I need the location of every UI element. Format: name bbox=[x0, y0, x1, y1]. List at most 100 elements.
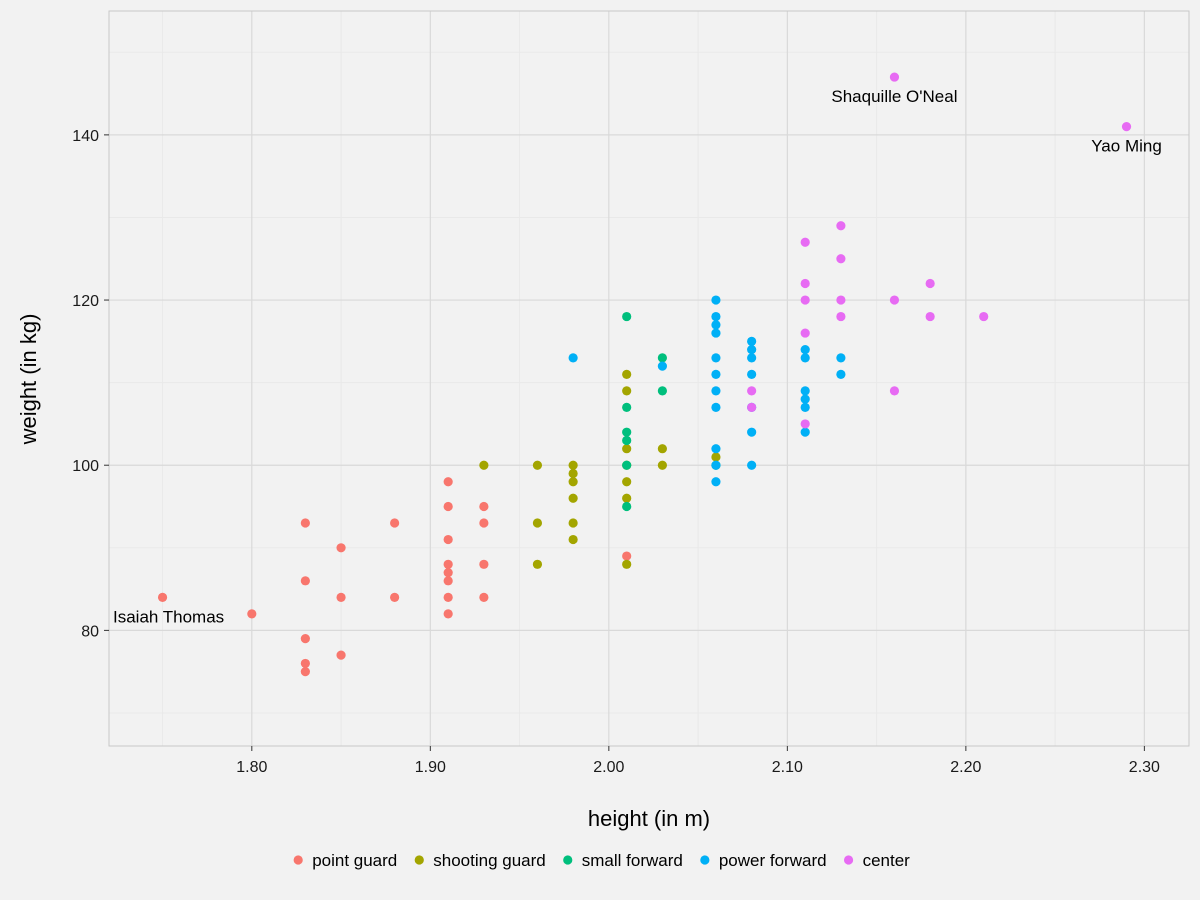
data-point bbox=[889, 72, 900, 82]
data-point bbox=[800, 328, 810, 338]
data-point bbox=[657, 386, 667, 396]
data-point bbox=[711, 328, 721, 338]
data-point bbox=[925, 278, 935, 289]
data-point bbox=[711, 353, 721, 363]
legend-key bbox=[700, 855, 710, 865]
data-point bbox=[443, 477, 453, 487]
data-point bbox=[622, 386, 632, 396]
data-point bbox=[568, 353, 578, 363]
legend-item: point guard bbox=[293, 851, 397, 870]
y-tick-label: 140 bbox=[72, 128, 99, 145]
legend-item: shooting guard bbox=[414, 851, 546, 870]
series-small-forward bbox=[622, 311, 721, 512]
data-point bbox=[800, 419, 810, 429]
data-point bbox=[479, 518, 489, 528]
legend-item: small forward bbox=[563, 851, 683, 870]
data-point bbox=[747, 369, 757, 379]
data-point bbox=[747, 344, 757, 355]
data-point bbox=[1121, 122, 1132, 132]
data-point bbox=[300, 634, 310, 644]
data-point bbox=[711, 452, 721, 462]
data-point bbox=[925, 311, 935, 322]
x-axis-title: height (in m) bbox=[588, 806, 710, 831]
data-point bbox=[836, 254, 846, 264]
data-point bbox=[800, 353, 810, 363]
data-point bbox=[800, 427, 810, 437]
y-tick-label: 120 bbox=[72, 293, 99, 310]
data-point bbox=[747, 336, 757, 346]
data-point bbox=[747, 427, 757, 437]
data-point bbox=[390, 518, 400, 528]
data-point bbox=[622, 311, 632, 322]
annotations: Shaquille O'Neal Yao Ming Isaiah Thomas bbox=[113, 87, 1162, 626]
legend-item: center bbox=[843, 851, 911, 870]
data-point bbox=[479, 460, 489, 470]
data-point bbox=[443, 592, 453, 602]
y-tick-label: 100 bbox=[72, 458, 99, 475]
plot-panel-border bbox=[108, 10, 1190, 747]
series-shooting-guard bbox=[479, 369, 721, 569]
legend-label: small forward bbox=[582, 851, 683, 870]
data-point bbox=[711, 295, 721, 305]
data-point bbox=[336, 592, 346, 602]
data-point bbox=[336, 650, 346, 660]
data-point bbox=[836, 221, 846, 231]
data-point bbox=[657, 460, 667, 470]
data-point bbox=[622, 427, 632, 437]
y-tick-label: 80 bbox=[81, 623, 99, 640]
data-point bbox=[622, 435, 632, 446]
data-point bbox=[711, 386, 721, 396]
data-point bbox=[747, 386, 757, 396]
legend-key bbox=[293, 855, 303, 865]
data-point bbox=[979, 311, 989, 322]
x-axis-ticks: 1.80 1.90 2.00 2.10 2.20 2.30 bbox=[236, 746, 1160, 776]
data-point bbox=[479, 559, 489, 569]
data-point bbox=[300, 576, 310, 586]
data-point bbox=[747, 402, 757, 413]
legend-label: center bbox=[863, 851, 911, 870]
data-point bbox=[622, 444, 632, 454]
data-point bbox=[300, 658, 310, 669]
x-tick-label: 1.90 bbox=[415, 759, 446, 776]
data-point bbox=[889, 295, 900, 305]
data-point bbox=[568, 493, 578, 503]
data-point bbox=[568, 534, 578, 545]
legend-label: point guard bbox=[312, 851, 397, 870]
data-point bbox=[711, 369, 721, 379]
data-point bbox=[622, 493, 632, 503]
legend-key bbox=[843, 855, 854, 865]
x-tick-label: 1.80 bbox=[236, 759, 267, 776]
data-point bbox=[800, 295, 810, 305]
data-point bbox=[747, 460, 757, 470]
data-point bbox=[479, 592, 489, 602]
data-point bbox=[657, 444, 667, 454]
data-point bbox=[711, 444, 721, 454]
data-point bbox=[836, 311, 846, 322]
data-point bbox=[622, 559, 632, 569]
data-point bbox=[800, 394, 810, 404]
data-point bbox=[443, 567, 453, 578]
x-tick-label: 2.30 bbox=[1129, 759, 1160, 776]
data-point bbox=[711, 477, 721, 487]
data-point bbox=[300, 667, 310, 677]
data-point bbox=[300, 518, 310, 528]
data-point bbox=[657, 353, 667, 363]
data-point bbox=[800, 402, 810, 413]
point-annotation: Isaiah Thomas bbox=[113, 607, 224, 626]
data-point bbox=[532, 518, 543, 528]
data-point bbox=[711, 460, 721, 470]
legend: point guard shooting guard small forward po… bbox=[293, 851, 911, 870]
data-point bbox=[443, 501, 453, 512]
data-point bbox=[622, 460, 632, 470]
data-point bbox=[247, 609, 257, 619]
data-point bbox=[711, 402, 721, 413]
legend-item: power forward bbox=[700, 851, 827, 870]
data-point bbox=[622, 501, 632, 512]
data-point bbox=[390, 592, 400, 602]
data-point bbox=[532, 559, 543, 569]
data-point bbox=[443, 534, 453, 545]
data-point bbox=[479, 501, 489, 512]
data-point bbox=[836, 353, 846, 363]
data-point bbox=[336, 543, 346, 553]
